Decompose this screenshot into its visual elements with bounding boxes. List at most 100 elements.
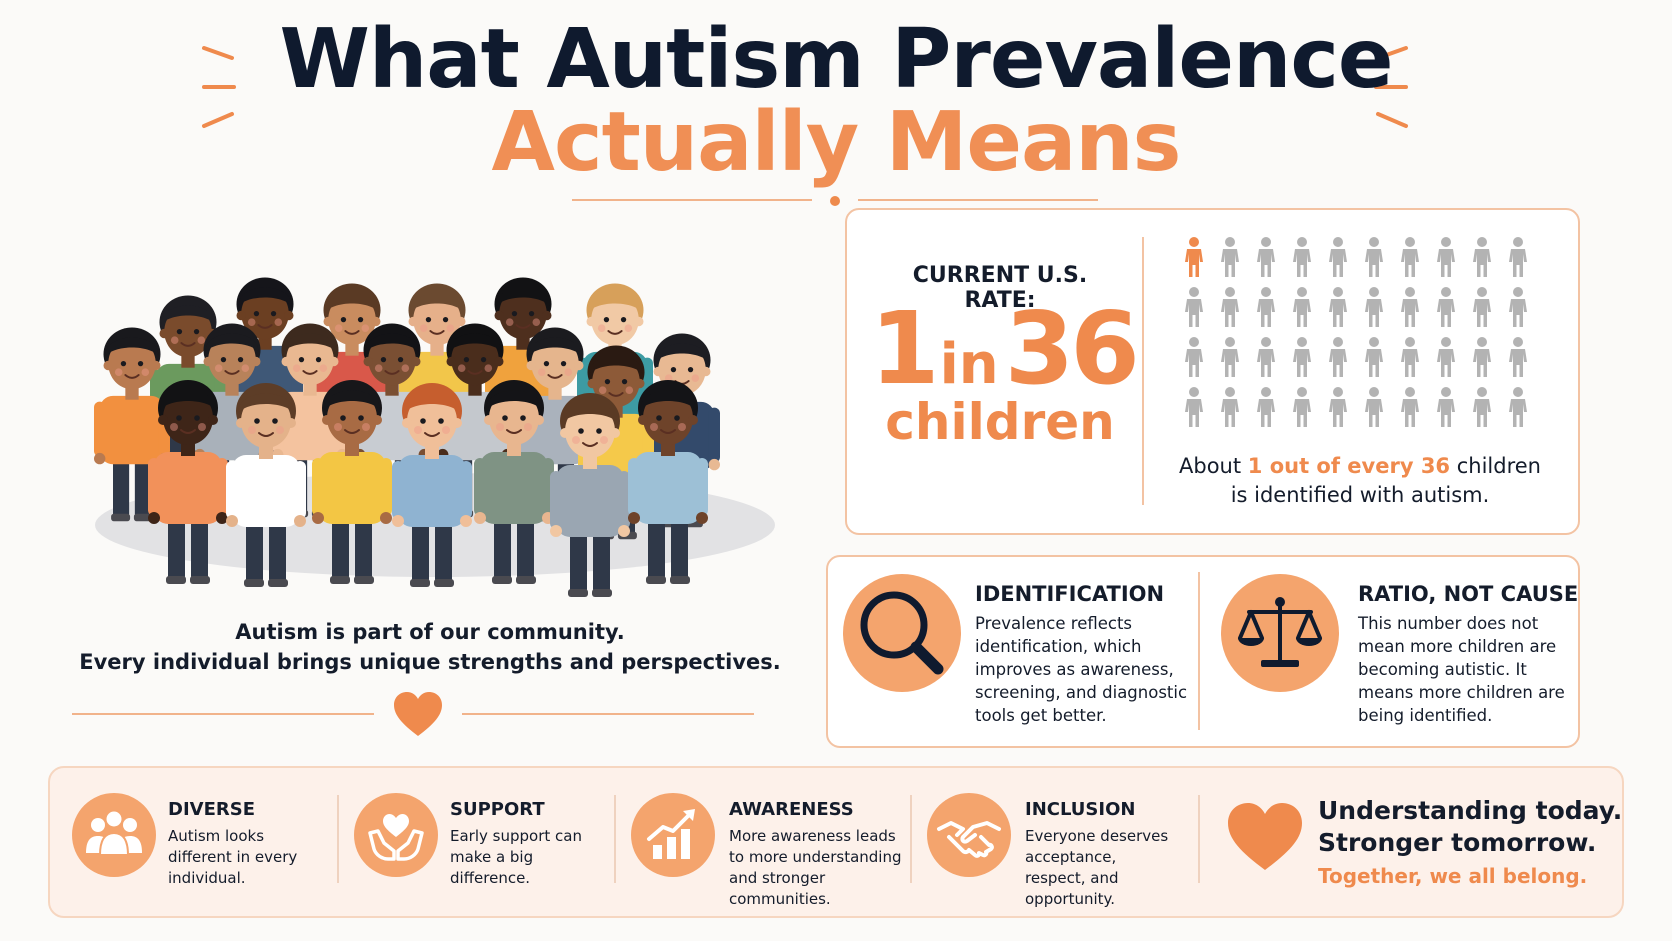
person-figure bbox=[1221, 387, 1239, 427]
person-figure bbox=[1293, 287, 1311, 327]
child-figure-front-6 bbox=[550, 393, 630, 597]
person-figure bbox=[1329, 337, 1347, 377]
person-figure-highlighted bbox=[1185, 237, 1203, 277]
person-figure bbox=[1329, 287, 1347, 327]
person-figure bbox=[1185, 337, 1203, 377]
ratio-not-cause-title: RATIO, NOT CAUSE bbox=[1358, 582, 1579, 606]
banner-divider-4 bbox=[1198, 795, 1200, 883]
rate-in-word: in bbox=[939, 332, 999, 397]
person-figure bbox=[1221, 337, 1239, 377]
rate-unit: children bbox=[885, 393, 1115, 451]
person-figure bbox=[1509, 387, 1527, 427]
community-divider-left bbox=[72, 713, 374, 715]
info-card-divider bbox=[1198, 572, 1200, 730]
person-figure bbox=[1509, 287, 1527, 327]
person-figure bbox=[1401, 237, 1419, 277]
awareness-title: AWARENESS bbox=[729, 799, 854, 820]
person-figure bbox=[1293, 237, 1311, 277]
ratio-not-cause-body: This number does not mean more children … bbox=[1358, 614, 1565, 725]
identification-body: Prevalence reflects identification, whic… bbox=[975, 614, 1188, 725]
child-figure-front-4 bbox=[392, 383, 472, 587]
title-accent-left bbox=[202, 46, 236, 128]
hands-heart-icon bbox=[354, 793, 438, 877]
person-figure bbox=[1293, 337, 1311, 377]
person-figure bbox=[1509, 237, 1527, 277]
inclusion-body: Everyone deserves acceptance, respect, a… bbox=[1025, 827, 1169, 908]
child-figure-front-3 bbox=[312, 380, 392, 584]
rate-card bbox=[845, 208, 1580, 535]
person-figure bbox=[1473, 337, 1491, 377]
person-figure bbox=[1509, 337, 1527, 377]
closing-tagline: Together, we all belong. bbox=[1318, 864, 1588, 888]
people-group-icon bbox=[72, 793, 156, 877]
person-figure bbox=[1437, 387, 1455, 427]
rate-caption: About 1 out of every 36 children is iden… bbox=[1160, 452, 1560, 510]
rate-label: CURRENT U.S. RATE: bbox=[912, 263, 1088, 313]
rate-caption-prefix: About bbox=[1179, 454, 1248, 478]
magnifier-icon bbox=[843, 574, 961, 692]
big-heart-icon bbox=[1228, 803, 1302, 870]
awareness-body: More awareness leads to more understandi… bbox=[729, 827, 902, 908]
identification-title: IDENTIFICATION bbox=[975, 582, 1165, 606]
person-figure bbox=[1473, 237, 1491, 277]
person-figure bbox=[1221, 287, 1239, 327]
person-figure bbox=[1473, 287, 1491, 327]
person-figure bbox=[1329, 387, 1347, 427]
support-title: SUPPORT bbox=[450, 799, 545, 820]
person-figure bbox=[1185, 387, 1203, 427]
person-figure bbox=[1401, 337, 1419, 377]
title-line-1: What Autism Prevalence bbox=[279, 12, 1393, 107]
person-figure bbox=[1437, 287, 1455, 327]
inclusion-title: INCLUSION bbox=[1025, 799, 1136, 820]
banner-divider-2 bbox=[614, 795, 616, 883]
person-figure bbox=[1437, 237, 1455, 277]
growth-chart-icon bbox=[631, 793, 715, 877]
person-figure bbox=[1365, 287, 1383, 327]
rate-numerator: 1 bbox=[870, 290, 940, 407]
title-divider-right bbox=[858, 199, 1098, 201]
person-figure bbox=[1185, 287, 1203, 327]
people-ratio-grid bbox=[1185, 237, 1527, 427]
person-figure bbox=[1473, 387, 1491, 427]
person-figure bbox=[1221, 237, 1239, 277]
closing-line-2: Stronger tomorrow. bbox=[1318, 828, 1597, 857]
title-accent-right bbox=[1374, 46, 1408, 128]
title-divider-left bbox=[572, 199, 812, 201]
person-figure bbox=[1257, 337, 1275, 377]
diverse-body: Autism looks different in every individu… bbox=[168, 827, 298, 887]
child-figure-front-1 bbox=[148, 380, 228, 584]
rate-denominator: 36 bbox=[1004, 290, 1140, 407]
rate-caption-line2: is identified with autism. bbox=[1230, 483, 1490, 507]
community-illustration bbox=[94, 277, 775, 597]
closing-line-1: Understanding today. bbox=[1318, 796, 1623, 825]
child-figure-front-7 bbox=[628, 380, 708, 584]
rate-figure: 1in36 bbox=[870, 290, 1140, 407]
banner-divider-3 bbox=[910, 795, 912, 883]
rate-card-divider bbox=[1142, 237, 1144, 505]
values-banner bbox=[48, 766, 1624, 918]
person-figure bbox=[1257, 287, 1275, 327]
community-divider-right bbox=[462, 713, 754, 715]
title-divider-dot bbox=[830, 196, 840, 206]
person-figure bbox=[1365, 237, 1383, 277]
rate-caption-highlight: 1 out of every 36 bbox=[1247, 454, 1451, 478]
person-figure bbox=[1401, 287, 1419, 327]
person-figure bbox=[1365, 337, 1383, 377]
rate-caption-suffix: children bbox=[1450, 454, 1541, 478]
child-figure-front-2 bbox=[226, 383, 306, 587]
community-statement: Autism is part of our community. bbox=[235, 620, 625, 644]
title-line-2: Actually Means bbox=[491, 95, 1182, 190]
scales-icon bbox=[1221, 574, 1339, 692]
heart-icon bbox=[394, 692, 442, 736]
person-figure bbox=[1293, 387, 1311, 427]
person-figure bbox=[1437, 337, 1455, 377]
handshake-icon bbox=[927, 793, 1011, 877]
diverse-title: DIVERSE bbox=[168, 799, 255, 820]
banner-divider-1 bbox=[337, 795, 339, 883]
community-subtext: Every individual brings unique strengths… bbox=[79, 650, 781, 674]
person-figure bbox=[1257, 387, 1275, 427]
person-figure bbox=[1329, 237, 1347, 277]
person-figure bbox=[1365, 387, 1383, 427]
person-figure bbox=[1401, 387, 1419, 427]
support-body: Early support can make a big difference. bbox=[450, 827, 582, 887]
